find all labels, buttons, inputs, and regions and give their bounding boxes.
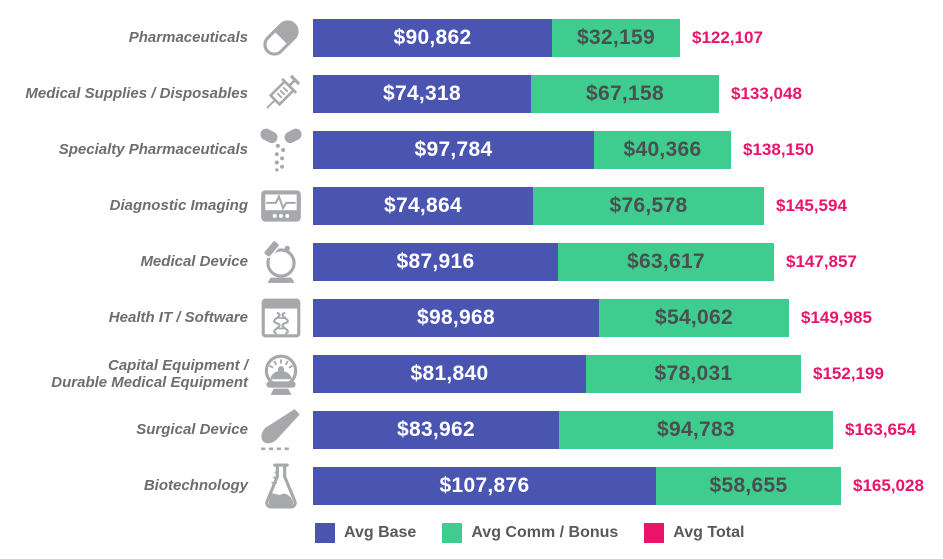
avg-base-bar: $87,916 [313, 243, 558, 281]
category-label: Specialty Pharmaceuticals [58, 141, 248, 159]
chart-row: Medical Supplies / Disposables $74,318 $… [0, 66, 943, 122]
avg-comm-value: $78,031 [654, 362, 733, 385]
avg-base-bar: $97,784 [313, 131, 594, 169]
stacked-bar: $97,784 $40,366 $138,150 [313, 131, 814, 169]
category-label: Biotechnology [143, 477, 248, 495]
legend-label: Avg Base [344, 524, 417, 541]
avg-comm-bar: $58,655 [656, 467, 841, 505]
avg-base-bar: $98,968 [313, 299, 599, 337]
avg-total-label: $163,654 [845, 420, 916, 439]
avg-comm-value: $40,366 [623, 138, 702, 161]
avg-comm-bar: $32,159 [552, 19, 680, 57]
avg-comm-value: $32,159 [576, 26, 655, 49]
avg-base-value: $74,318 [382, 82, 461, 105]
avg-comm-bar: $76,578 [533, 187, 764, 225]
avg-base-bar: $90,862 [313, 19, 552, 57]
avg-base-value: $81,840 [410, 362, 489, 385]
stacked-bar: $107,876 $58,655 $165,028 [313, 467, 924, 505]
stacked-bar: $74,864 $76,578 $145,594 [313, 187, 847, 225]
microscope-icon [248, 239, 313, 285]
legend: Avg Base Avg Comm / Bonus Avg Total [315, 523, 744, 543]
avg-base-value: $90,862 [393, 26, 472, 49]
avg-comm-bar: $40,366 [594, 131, 731, 169]
avg-comm-bar: $63,617 [558, 243, 774, 281]
bar-rows: Pharmaceuticals $90,862 $32,159 $122,107… [0, 10, 943, 514]
legend-item: Avg Base [315, 523, 416, 543]
legend-item: Avg Total [644, 523, 744, 543]
avg-base-value: $87,916 [396, 250, 475, 273]
stacked-bar: $81,840 $78,031 $152,199 [313, 355, 884, 393]
stacked-bar: $98,968 $54,062 $149,985 [313, 299, 872, 337]
chart-row: Specialty Pharmaceuticals $97,784 $40,36… [0, 122, 943, 178]
avg-base-value: $98,968 [416, 306, 495, 329]
avg-comm-bar: $94,783 [559, 411, 833, 449]
category-label: Pharmaceuticals [128, 29, 248, 47]
category-label: Medical Device [140, 253, 248, 271]
syringe-icon [248, 71, 313, 117]
avg-comm-value: $54,062 [654, 306, 733, 329]
avg-comm-value: $67,158 [585, 82, 664, 105]
category-label: Diagnostic Imaging [109, 197, 248, 215]
chart-row: Capital Equipment / Durable Medical Equi… [0, 346, 943, 402]
stacked-bar: $90,862 $32,159 $122,107 [313, 19, 763, 57]
category-label: Surgical Device [136, 421, 248, 439]
avg-total-label: $152,199 [813, 364, 884, 383]
avg-base-bar: $74,318 [313, 75, 531, 113]
avg-total-label: $138,150 [743, 140, 814, 159]
avg-base-bar: $74,864 [313, 187, 533, 225]
legend-swatch [644, 523, 665, 543]
category-label: Medical Supplies / Disposables [25, 85, 248, 103]
chart-row: Health IT / Software $98,968 $54,062 $14… [0, 290, 943, 346]
capsule-spill-icon [248, 127, 313, 173]
avg-comm-bar: $78,031 [586, 355, 801, 393]
avg-base-value: $107,876 [439, 474, 530, 497]
avg-base-value: $83,962 [396, 418, 475, 441]
sterilizer-dome-icon [248, 351, 313, 397]
avg-comm-value: $76,578 [609, 194, 688, 217]
avg-total-label: $165,028 [853, 476, 924, 495]
avg-comm-value: $58,655 [709, 474, 788, 497]
chart-row: Medical Device $87,916 $63,617 $147,857 [0, 234, 943, 290]
stacked-bar: $74,318 $67,158 $133,048 [313, 75, 802, 113]
avg-base-value: $97,784 [414, 138, 493, 161]
avg-base-bar: $81,840 [313, 355, 586, 393]
avg-comm-bar: $54,062 [599, 299, 789, 337]
category-label: Health IT / Software [108, 309, 248, 327]
avg-total-label: $133,048 [731, 84, 802, 103]
dna-window-icon [248, 295, 313, 341]
chart-row: Pharmaceuticals $90,862 $32,159 $122,107 [0, 10, 943, 66]
pill-capsule-icon [248, 15, 313, 61]
avg-total-label: $149,985 [801, 308, 872, 327]
legend-swatch [315, 523, 335, 543]
avg-comm-bar: $67,158 [531, 75, 719, 113]
avg-base-value: $74,864 [383, 194, 462, 217]
chart-row: Biotechnology $107,876 $58,655 $165,028 [0, 458, 943, 514]
stacked-bar: $83,962 $94,783 $163,654 [313, 411, 916, 449]
chart-row: Diagnostic Imaging $74,864 $76,578 $145,… [0, 178, 943, 234]
stacked-bar: $87,916 $63,617 $147,857 [313, 243, 857, 281]
diagnostic-monitor-icon [248, 183, 313, 229]
scalpel-icon [248, 407, 313, 453]
avg-comm-value: $63,617 [626, 250, 705, 273]
avg-total-label: $122,107 [692, 28, 763, 47]
category-label: Capital Equipment / Durable Medical Equi… [51, 356, 248, 391]
legend-swatch [442, 523, 463, 543]
legend-label: Avg Comm / Bonus [471, 524, 619, 541]
legend-item: Avg Comm / Bonus [442, 523, 618, 543]
avg-total-label: $145,594 [776, 196, 847, 215]
flask-icon [248, 463, 313, 509]
legend-label: Avg Total [673, 524, 745, 541]
avg-comm-value: $94,783 [656, 418, 735, 441]
avg-base-bar: $83,962 [313, 411, 559, 449]
avg-total-label: $147,857 [786, 252, 857, 271]
avg-base-bar: $107,876 [313, 467, 656, 505]
chart-row: Surgical Device $83,962 $94,783 $163,654 [0, 402, 943, 458]
